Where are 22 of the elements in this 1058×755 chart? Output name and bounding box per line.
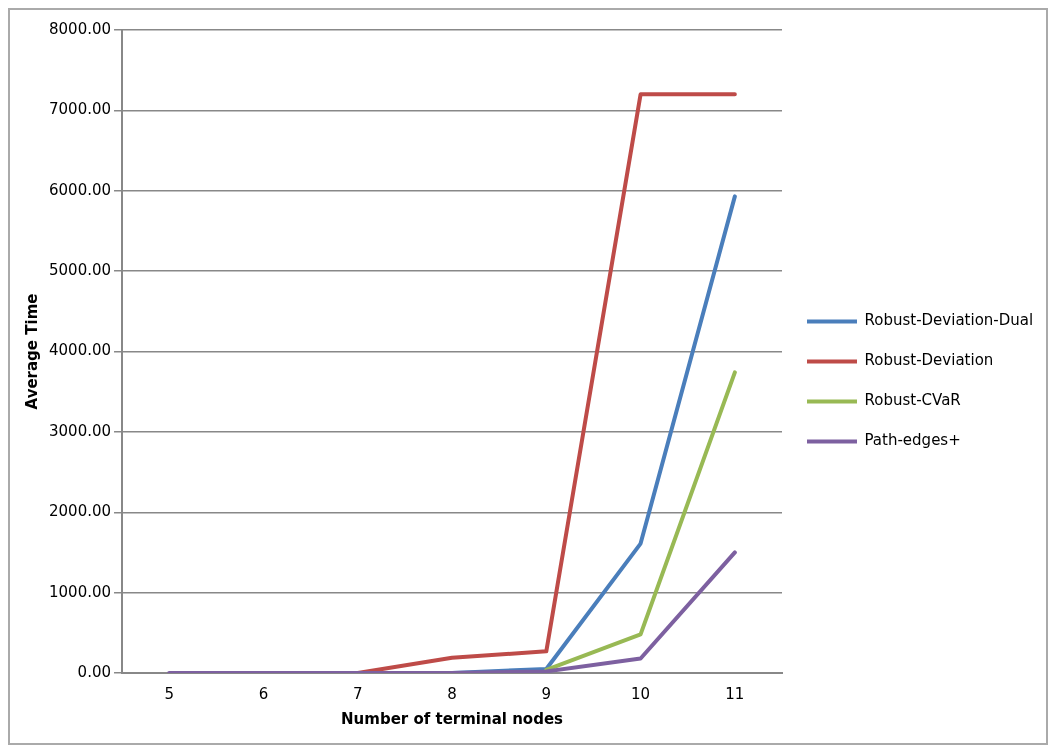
y-tick-label: 4000.00 <box>49 341 112 360</box>
legend-label: Robust-Deviation-Dual <box>864 311 1034 330</box>
x-axis-title: Number of terminal nodes <box>341 709 564 728</box>
y-tick-label: 3000.00 <box>49 421 112 440</box>
y-axis-title: Average Time <box>22 293 41 410</box>
x-tick-label: 10 <box>631 684 651 703</box>
y-tick-label: 2000.00 <box>49 502 112 521</box>
legend-label: Robust-Deviation <box>864 351 994 370</box>
x-tick-label: 11 <box>725 684 745 703</box>
x-tick-label: 6 <box>258 684 269 703</box>
y-tick-label: 7000.00 <box>49 100 112 119</box>
y-tick-label: 6000.00 <box>49 180 112 199</box>
legend-label: Robust-CVaR <box>864 391 961 410</box>
y-tick-label: 8000.00 <box>49 19 112 38</box>
x-tick-label: 5 <box>164 684 174 703</box>
x-tick-label: 9 <box>541 684 552 703</box>
x-tick-label: 7 <box>352 684 363 703</box>
x-tick-label: 8 <box>447 684 457 703</box>
y-tick-label: 1000.00 <box>49 582 112 601</box>
y-tick-label: 5000.00 <box>49 261 112 280</box>
y-tick-label: 0.00 <box>77 662 112 681</box>
legend-label: Path-edges+ <box>864 431 961 450</box>
